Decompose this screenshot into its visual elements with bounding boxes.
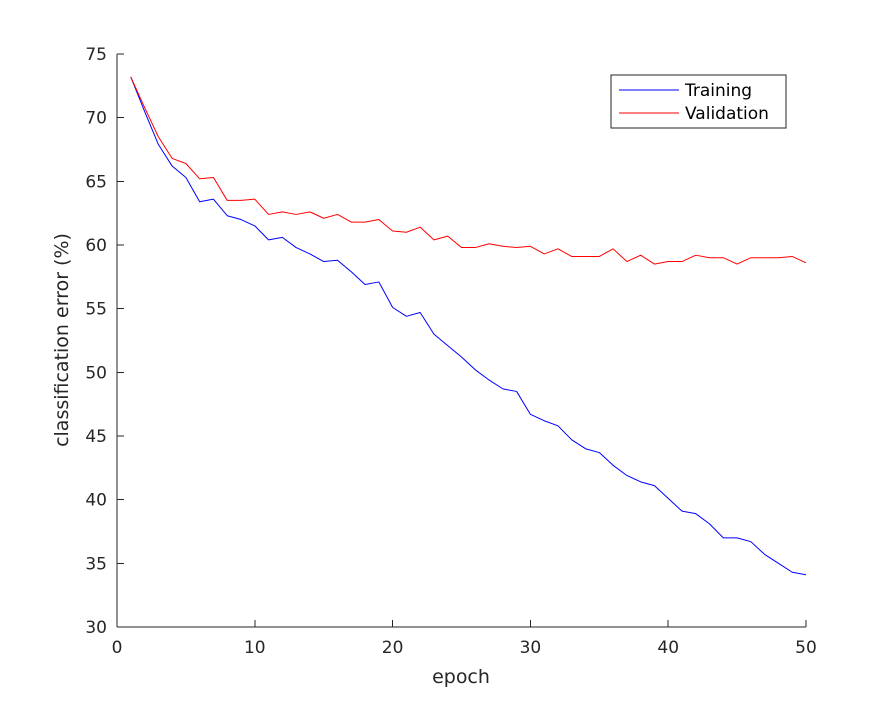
legend-box bbox=[610, 74, 787, 129]
x-tick-label: 50 bbox=[795, 638, 817, 658]
series-line-training bbox=[130, 76, 807, 576]
legend-label-training: Training bbox=[684, 81, 752, 101]
x-tick-label: 10 bbox=[244, 638, 266, 658]
x-tick-label: 40 bbox=[657, 638, 679, 658]
y-tick-label: 55 bbox=[85, 300, 107, 320]
y-tick-label: 70 bbox=[85, 109, 107, 129]
y-tick-label: 75 bbox=[85, 45, 107, 65]
x-tick-label: 30 bbox=[520, 638, 542, 658]
x-axis-title: epoch bbox=[432, 666, 490, 688]
legend: Training Validation bbox=[610, 74, 787, 129]
series-line-validation bbox=[130, 76, 807, 265]
y-axis-title: classification error (%) bbox=[51, 233, 73, 447]
y-tick-label: 40 bbox=[85, 491, 107, 511]
y-tick-label: 35 bbox=[85, 554, 107, 574]
x-tick-label: 20 bbox=[382, 638, 404, 658]
legend-label-validation: Validation bbox=[685, 104, 769, 124]
y-tick-label: 50 bbox=[85, 363, 107, 383]
y-tick-label: 30 bbox=[85, 618, 107, 638]
y-tick-label: 65 bbox=[85, 172, 107, 192]
series-lines bbox=[130, 76, 807, 576]
x-tick-label: 0 bbox=[112, 638, 123, 658]
ticks: 0 10 20 30 40 50 30 35 40 45 50 55 60 65 70 75 bbox=[85, 45, 816, 658]
y-tick-label: 45 bbox=[85, 427, 107, 447]
axes bbox=[116, 54, 806, 628]
y-tick-label: 60 bbox=[85, 236, 107, 256]
